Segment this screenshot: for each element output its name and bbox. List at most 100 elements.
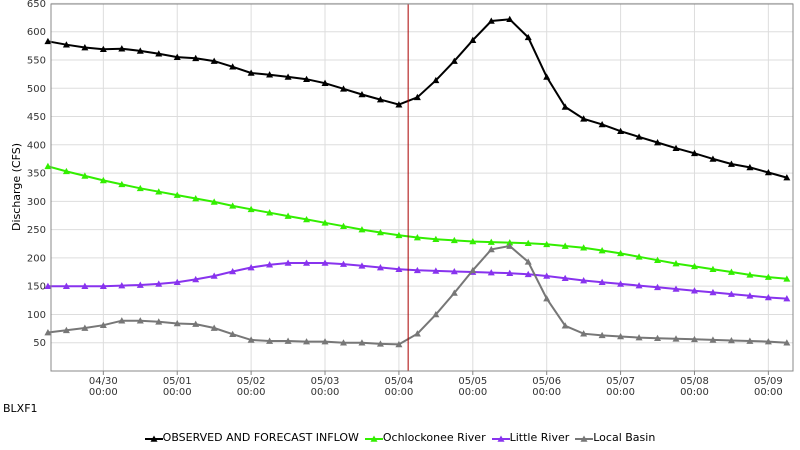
data-point (709, 288, 717, 296)
data-point (764, 169, 772, 176)
data-point (395, 340, 403, 348)
y-tick-label: 450 (27, 112, 46, 123)
data-point (783, 174, 791, 181)
legend-swatch (491, 435, 510, 442)
x-tick-time: 00:00 (384, 387, 413, 398)
data-point (524, 270, 532, 278)
data-point (487, 245, 495, 253)
data-point (339, 260, 347, 267)
data-point (321, 219, 329, 226)
data-point (561, 274, 569, 282)
y-axis-ticks: 50 100 150 200 250 300 350 400 450 500 550 600 650 (27, 0, 46, 349)
data-point (44, 37, 52, 45)
plot-area (51, 4, 793, 371)
plot-border (50, 3, 794, 372)
data-point (339, 85, 347, 92)
data-point (136, 317, 144, 324)
data-point (155, 280, 163, 287)
data-point (210, 57, 218, 64)
data-point (266, 71, 274, 78)
data-point (173, 278, 181, 286)
data-point (672, 144, 680, 151)
data-point (635, 334, 643, 341)
data-point (598, 331, 606, 339)
legend-label: Ochlockonee River (382, 430, 486, 444)
data-point (376, 96, 384, 103)
data-point (598, 278, 606, 286)
data-point (284, 73, 292, 80)
data-point (672, 285, 680, 292)
legend-item: OBSERVED AND FORECAST INFLOW (144, 431, 359, 444)
data-point (469, 36, 477, 43)
data-point (506, 269, 514, 276)
data-point (450, 57, 458, 64)
data-point (746, 292, 754, 299)
data-point (247, 264, 255, 271)
data-point (635, 253, 643, 260)
data-point (413, 234, 421, 241)
series-0 (44, 15, 791, 181)
data-point (155, 188, 163, 195)
data-point (561, 322, 569, 329)
data-point (376, 264, 384, 271)
data-point (413, 330, 421, 337)
y-tick-label: 400 (27, 140, 46, 151)
data-point (543, 272, 551, 279)
data-point (321, 79, 329, 86)
data-point (358, 90, 366, 98)
data-point (727, 336, 735, 344)
y-tick-label: 100 (27, 310, 46, 321)
data-point (210, 272, 218, 279)
data-point (617, 280, 625, 287)
data-point (709, 155, 717, 162)
data-point (690, 335, 698, 343)
data-point (229, 267, 237, 275)
x-tick-date: 05/08 (680, 376, 709, 387)
data-point (727, 268, 735, 275)
data-point (99, 321, 107, 328)
data-point (635, 133, 643, 140)
data-point (155, 50, 163, 57)
data-point (136, 184, 144, 192)
data-point (136, 281, 144, 288)
data-point (303, 338, 311, 345)
data-point (81, 44, 89, 51)
data-point (783, 295, 791, 302)
data-point (395, 101, 403, 108)
x-tick-time: 00:00 (311, 387, 340, 398)
legend: OBSERVED AND FORECAST INFLOW Ochlockonee … (0, 430, 800, 444)
data-point (99, 176, 107, 184)
data-point (727, 160, 735, 167)
x-tick-date: 05/01 (163, 376, 192, 387)
data-point (524, 258, 532, 265)
y-tick-label: 350 (27, 169, 46, 180)
series-1 (44, 162, 791, 282)
data-point (173, 53, 181, 60)
y-axis-label: Discharge (CFS) (10, 143, 23, 231)
data-point (99, 282, 107, 289)
data-point (783, 275, 791, 282)
data-point (173, 191, 181, 198)
data-point (266, 337, 274, 344)
data-point (284, 337, 292, 344)
data-point (506, 15, 514, 23)
x-tick-date: 05/02 (237, 376, 266, 387)
data-point (155, 318, 163, 325)
data-point (118, 180, 126, 188)
data-point (210, 198, 218, 205)
data-point (358, 339, 366, 346)
x-tick-date: 05/03 (311, 376, 340, 387)
data-point (44, 162, 52, 170)
x-axis-ticks: 04/3000:0005/0100:0005/0200:0005/0300:00… (89, 371, 783, 398)
data-point (746, 163, 754, 171)
data-point (192, 320, 200, 327)
data-point (598, 120, 606, 128)
data-point (303, 75, 311, 83)
data-point (247, 205, 255, 213)
data-point (672, 260, 680, 267)
data-point (654, 256, 662, 263)
series-3 (44, 242, 791, 348)
data-point (764, 273, 772, 280)
data-point (506, 239, 514, 246)
legend-swatch (364, 435, 383, 442)
